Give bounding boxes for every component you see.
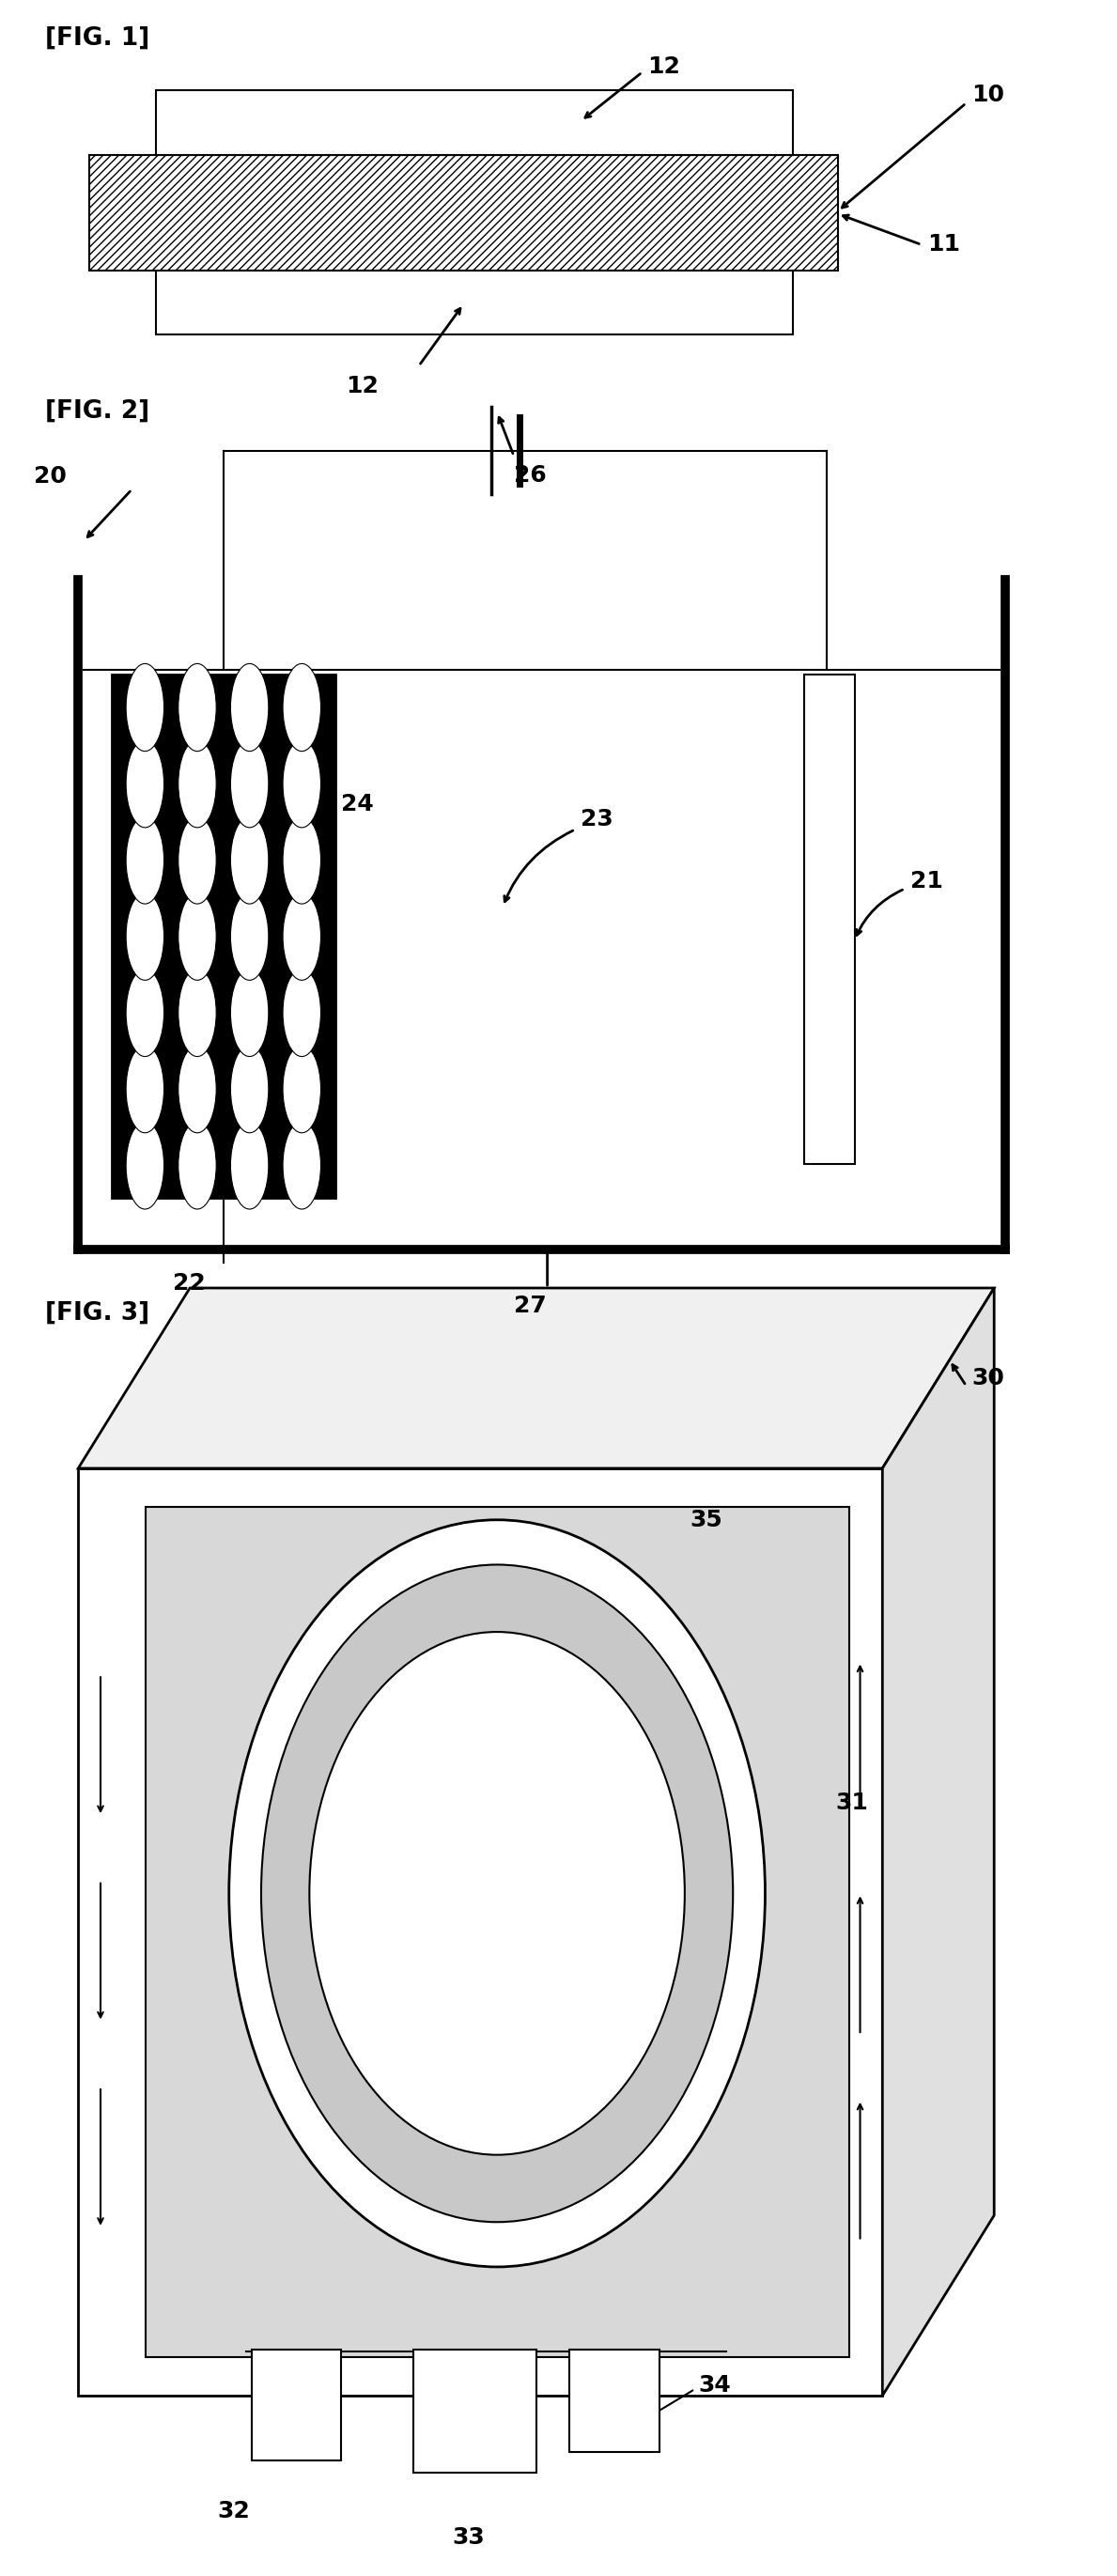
Circle shape (283, 739, 321, 827)
Text: [FIG. 1]: [FIG. 1] (45, 26, 150, 49)
Circle shape (283, 891, 321, 979)
Bar (145, 1507, 849, 2357)
Circle shape (179, 969, 217, 1056)
Text: 24: 24 (341, 793, 373, 814)
Polygon shape (78, 1288, 994, 1468)
Circle shape (230, 665, 268, 752)
Circle shape (179, 665, 217, 752)
Bar (804, 675, 855, 1164)
Circle shape (126, 665, 164, 752)
Text: 35: 35 (690, 1510, 723, 1530)
Circle shape (230, 969, 268, 1056)
Text: 10: 10 (972, 85, 1004, 106)
Circle shape (179, 1121, 217, 1208)
Bar (156, 270, 793, 335)
Text: 32: 32 (218, 2501, 250, 2522)
Circle shape (126, 1046, 164, 1133)
Bar (251, 2349, 341, 2460)
Circle shape (283, 817, 321, 904)
Circle shape (230, 739, 268, 827)
Bar (112, 675, 335, 1198)
Text: 22: 22 (173, 1273, 206, 1293)
Bar (413, 2349, 536, 2473)
Circle shape (179, 891, 217, 979)
Ellipse shape (229, 1520, 765, 2267)
Text: 31: 31 (836, 1793, 868, 1814)
Text: 23: 23 (581, 809, 613, 829)
Polygon shape (882, 1288, 994, 2396)
Bar (570, 2349, 659, 2452)
Circle shape (179, 1046, 217, 1133)
Circle shape (179, 739, 217, 827)
Text: [FIG. 2]: [FIG. 2] (45, 399, 149, 422)
Bar (156, 90, 793, 155)
Text: 33: 33 (452, 2527, 485, 2548)
Circle shape (179, 817, 217, 904)
Text: 12: 12 (346, 376, 379, 397)
Text: 27: 27 (514, 1296, 546, 1316)
Circle shape (283, 1121, 321, 1208)
Circle shape (126, 891, 164, 979)
Text: 26: 26 (514, 464, 546, 487)
Circle shape (283, 665, 321, 752)
Text: 20: 20 (34, 466, 66, 487)
Text: 12: 12 (648, 57, 680, 77)
Circle shape (126, 969, 164, 1056)
Bar (89, 155, 838, 270)
Circle shape (126, 739, 164, 827)
Circle shape (126, 817, 164, 904)
Ellipse shape (309, 1633, 685, 2154)
Circle shape (283, 969, 321, 1056)
Text: 30: 30 (972, 1368, 1004, 1388)
Text: 25: 25 (195, 762, 228, 783)
Text: [FIG. 3]: [FIG. 3] (45, 1301, 149, 1324)
Circle shape (230, 817, 268, 904)
Text: 34: 34 (698, 2375, 731, 2396)
Text: 11: 11 (927, 234, 960, 255)
Ellipse shape (261, 1564, 733, 2223)
Circle shape (230, 1121, 268, 1208)
Circle shape (126, 1121, 164, 1208)
Text: 21: 21 (910, 871, 943, 891)
Circle shape (230, 1046, 268, 1133)
Circle shape (230, 891, 268, 979)
Circle shape (283, 1046, 321, 1133)
Bar (78, 1468, 882, 2396)
